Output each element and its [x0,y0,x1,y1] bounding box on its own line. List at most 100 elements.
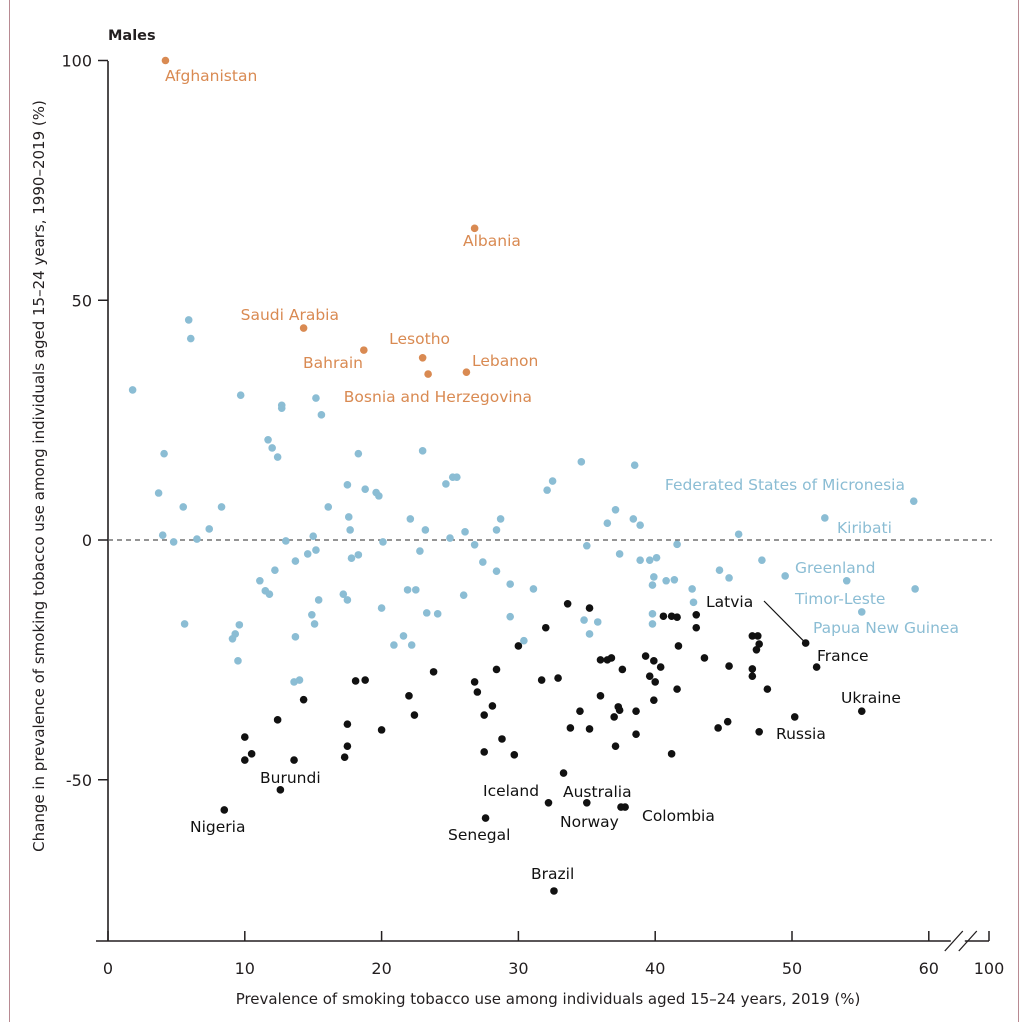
data-point [290,756,298,764]
data-point [268,444,276,452]
data-point [563,599,572,608]
data-point [179,503,188,511]
data-point [636,521,644,529]
data-point [377,726,386,734]
figure-frame [9,0,1019,1022]
data-point [488,702,497,710]
data-point [645,556,654,564]
data-point [406,515,415,523]
data-point [734,530,743,539]
data-point [160,449,168,458]
data-point [265,590,274,598]
data-point [673,685,681,693]
data-point-burundi [276,786,285,794]
label-iceland: Iceland [483,782,539,800]
data-point [277,404,286,412]
data-point [324,503,333,511]
data-point [418,447,427,455]
label-brazil: Brazil [531,865,574,883]
x-tick-label: 30 [508,959,528,978]
data-point [688,585,696,593]
label-senegal: Senegal [448,826,510,844]
data-point [662,576,670,585]
data-point [480,748,489,756]
label-bosnia-and-herzegovina: Bosnia and Herzegovina [344,388,532,406]
data-point [618,665,627,674]
data-point [346,526,354,534]
axis-break-mark [958,930,978,952]
data-point [412,586,420,594]
data-point [343,720,352,728]
data-point [650,657,658,665]
data-point [180,620,189,628]
data-point [379,538,387,546]
data-point [725,662,733,670]
data-point [641,652,650,660]
data-point [580,616,588,624]
data-point [541,623,550,632]
data-point [310,620,319,628]
data-point [537,676,546,684]
data-point [309,532,318,540]
data-point [607,654,616,662]
data-point [548,477,557,485]
data-point [470,678,479,686]
data-point [186,334,195,343]
data-point [520,636,528,645]
label-lesotho: Lesotho [389,330,450,348]
label-saudi-arabia: Saudi Arabia [241,306,339,324]
data-point [453,473,461,481]
data-point-russia [755,728,763,736]
label-timor-leste: Timor-Leste [794,590,885,608]
data-point [351,677,360,685]
data-point [314,596,323,604]
data-point [273,453,282,461]
data-point [446,534,454,542]
data-point [615,706,624,715]
point-labels: Afghanistan Albania Saudi Arabia Bahrain Les… [165,67,959,883]
data-point [610,713,618,721]
data-point [650,696,658,704]
data-point [723,717,732,726]
data-point [295,676,304,684]
data-point [375,492,383,500]
y-axis-title: Change in prevalence of smoking tobacco … [30,100,48,852]
data-point [763,685,772,693]
data-point [593,618,602,626]
data-point [403,586,412,594]
data-point-norway [583,798,591,807]
data-point [630,461,639,469]
data-points [128,56,919,895]
data-point [754,632,762,640]
data-point [461,528,469,536]
data-point [433,610,442,618]
label-burundi: Burundi [260,769,321,787]
data-point-bosnia-and-herzegovina [424,370,432,378]
data-point [184,316,193,324]
label-australia: Australia [563,783,632,801]
label-ukraine: Ukraine [841,689,901,707]
data-point [282,537,290,545]
data-point [752,646,761,654]
data-point [361,676,369,684]
data-point [636,556,644,564]
y-tick-label: 50 [72,291,92,310]
data-point-ukraine [857,707,866,715]
data-point [205,525,214,533]
label-afghanistan: Afghanistan [165,67,257,85]
x-tick-label: 10 [235,959,255,978]
data-point [128,386,137,394]
data-point [343,742,352,750]
y-tick-label: 0 [82,531,92,550]
data-point [615,550,624,558]
data-point [577,458,586,466]
data-point [492,567,501,575]
label-latvia: Latvia [706,593,753,611]
data-point [241,733,249,741]
x-tick-label: 0 [103,959,113,978]
label-albania: Albania [463,232,521,250]
data-point [492,665,501,674]
y-tick-label: 100 [61,52,92,71]
data-point [596,656,605,664]
